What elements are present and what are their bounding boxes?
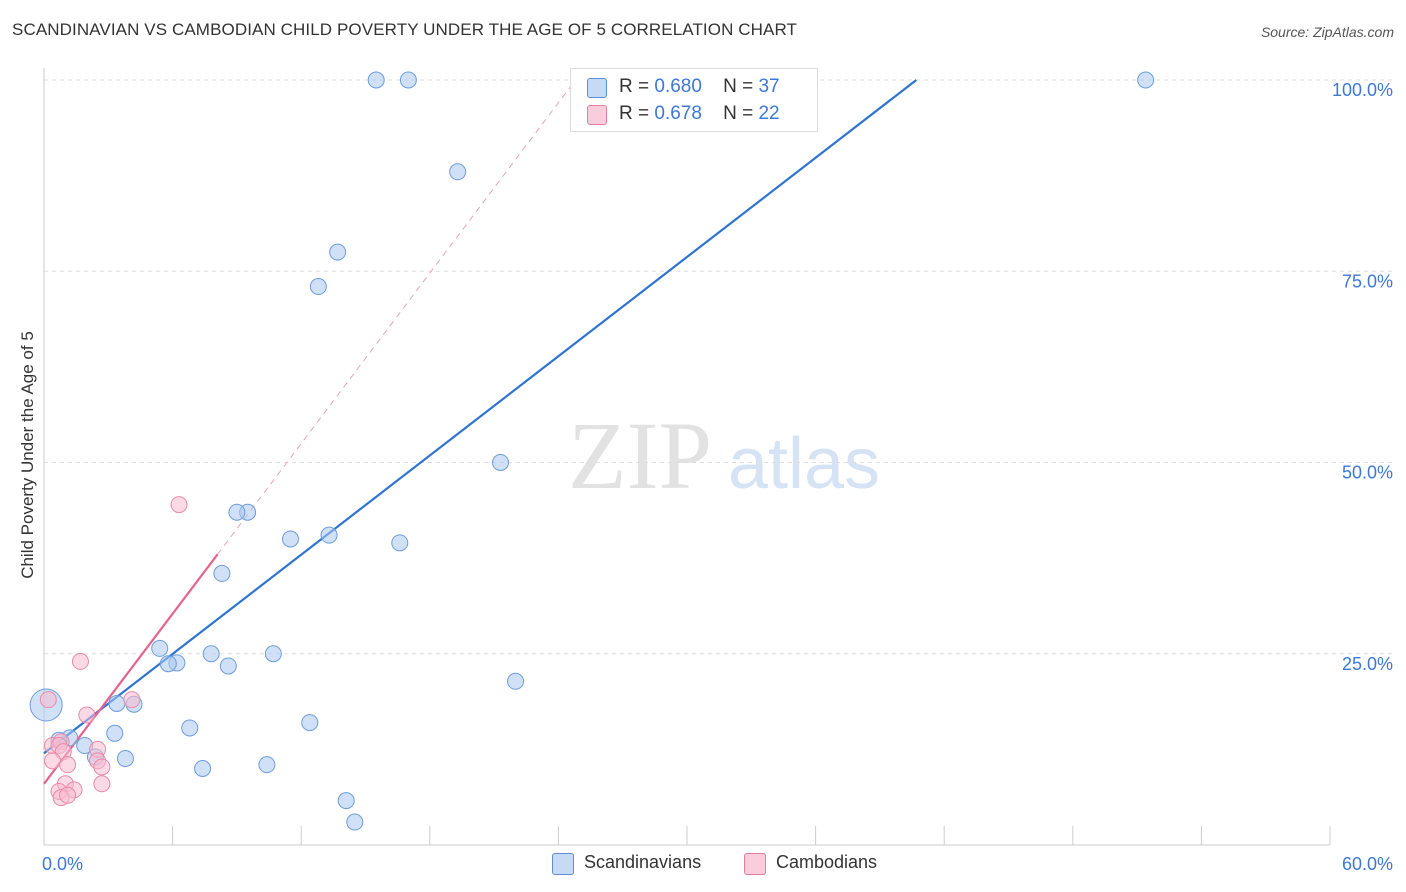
point-scandinavians [181,719,199,737]
point-cambodians [59,756,77,774]
point-scandinavians [309,278,327,296]
trend-extension-cambodians [217,79,576,555]
watermark-zip: ZIP [568,402,712,509]
point-cambodians [93,758,111,776]
point-scandinavians [258,756,276,774]
point-scandinavians [1137,71,1155,89]
point-scandinavians [106,724,124,742]
point-scandinavians [281,530,299,548]
point-scandinavians [219,657,237,675]
point-scandinavians [399,71,417,89]
point-scandinavians [213,564,231,582]
x-tick-label: 0.0% [42,854,83,874]
point-scandinavians [449,163,467,181]
n-value: 37 [758,76,780,97]
r-value: 0.678 [654,103,702,124]
n-label: N = [723,76,754,97]
point-cambodians [93,775,111,793]
r-label: R = [619,103,650,124]
point-scandinavians [507,672,525,690]
chart-title: SCANDINAVIAN VS CAMBODIAN CHILD POVERTY … [12,20,798,39]
n-label: N = [723,103,754,124]
point-cambodians [78,706,96,724]
series-label: Cambodians [776,852,878,872]
point-scandinavians [116,750,134,768]
legend-swatch-cambodians [744,853,766,875]
point-cambodians [170,496,188,514]
x-tick-label: 60.0% [1342,854,1393,874]
point-cambodians [71,652,89,670]
point-scandinavians [228,503,246,521]
gridlines [44,79,1394,655]
legend-swatch-scandinavians [552,853,574,875]
legend-swatch-scandinavians [587,78,607,98]
source-label: Source: ZipAtlas.com [1260,24,1394,40]
point-scandinavians [159,655,177,673]
n-value: 22 [758,103,780,124]
series-label: Scandinavians [584,852,702,872]
point-scandinavians [329,243,347,261]
point-cambodians [39,691,57,709]
y-tick-label: 25.0% [1342,654,1393,674]
point-cambodians [59,786,77,804]
point-scandinavians [367,71,385,89]
point-scandinavians [320,526,338,544]
legend-text: R = 0.680 N = 37 [619,76,780,98]
watermark-atlas: atlas [728,424,880,504]
point-scandinavians [264,645,282,663]
legend-text: R = 0.678 N = 22 [619,103,780,125]
y-tick-label: 75.0% [1342,271,1393,291]
point-scandinavians [492,454,510,471]
data-points [29,71,1155,831]
correlation-legend: R = 0.680 N = 37 R = 0.678 N = 22 [570,68,818,132]
point-scandinavians [202,645,220,663]
point-scandinavians [108,694,126,712]
y-tick-label: 50.0% [1342,463,1393,483]
r-value: 0.680 [654,76,702,97]
point-scandinavians [391,534,409,552]
r-label: R = [619,76,650,97]
point-scandinavians [346,813,364,831]
legend-swatch-cambodians [587,105,607,125]
point-scandinavians [337,792,355,810]
tick-labels: 25.0% 50.0% 75.0% 100.0% 0.0% 60.0% [42,80,1393,874]
point-scandinavians [194,760,212,777]
y-tick-label: 100.0% [1332,80,1393,100]
trend-line-scandinavians [43,79,918,755]
point-cambodians [123,691,141,709]
point-scandinavians [151,639,169,657]
point-cambodians [44,752,62,770]
point-scandinavians [301,714,319,732]
